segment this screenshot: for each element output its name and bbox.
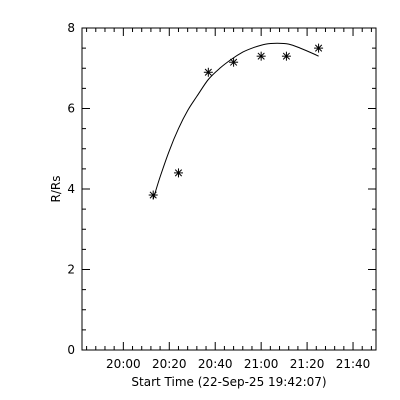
data-point-asterisk [148, 190, 158, 200]
y-axis-label: R/Rs [49, 176, 63, 203]
x-tick-label: 20:20 [152, 357, 187, 371]
y-tick-label: 2 [67, 263, 75, 277]
x-tick-label: 21:40 [336, 357, 371, 371]
x-tick-label: 20:00 [106, 357, 141, 371]
x-tick-label: 21:00 [244, 357, 279, 371]
y-tick-label: 6 [67, 102, 75, 116]
data-point-asterisk [173, 168, 183, 178]
x-tick-label: 20:40 [198, 357, 233, 371]
x-tick-labels: 20:00 20:20 20:40 21:00 21:20 21:40 [106, 357, 370, 371]
data-point-asterisk [203, 67, 213, 77]
x-ticks [86, 28, 372, 350]
plot-frame [81, 27, 377, 351]
data-point-asterisk [281, 51, 291, 61]
y-tick-label: 8 [67, 21, 75, 35]
y-ticks [82, 27, 376, 351]
y-tick-labels: 0 2 4 6 8 [67, 21, 75, 357]
y-tick-label: 4 [67, 182, 75, 196]
data-point-asterisk [229, 57, 239, 67]
data-point-asterisk [256, 51, 266, 61]
x-axis-label: Start Time (22-Sep-25 19:42:07) [131, 375, 326, 389]
data-points [148, 43, 324, 200]
y-tick-label: 0 [67, 343, 75, 357]
x-tick-label: 21:20 [290, 357, 325, 371]
data-point-asterisk [314, 43, 324, 53]
